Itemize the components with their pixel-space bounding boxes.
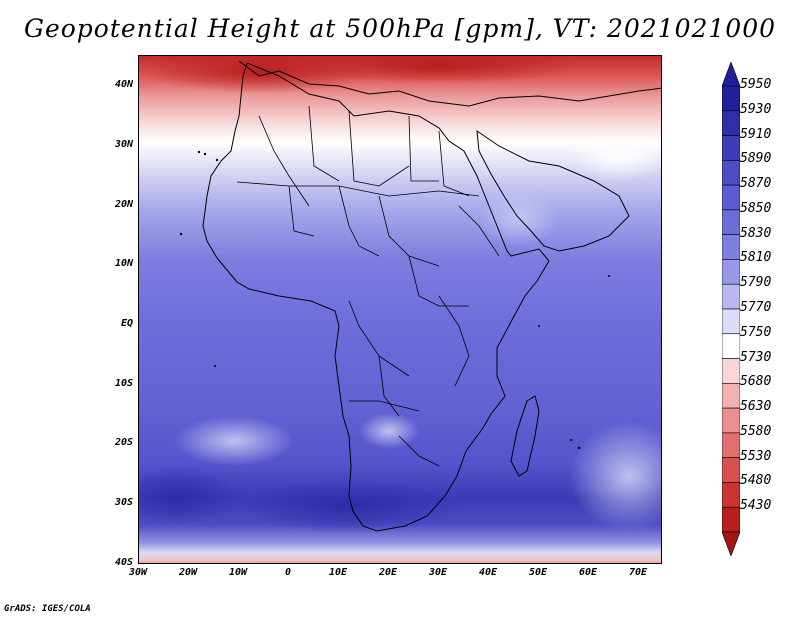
- colorbar-bottom-arrow: [722, 531, 740, 556]
- field-low-north: [299, 56, 579, 84]
- colorbar-level-label: 5950: [740, 77, 772, 92]
- colorbar-level-label: 5580: [740, 423, 772, 439]
- field-high-south-west: [139, 466, 239, 526]
- europe-coastline: [238, 60, 661, 107]
- field-atlantic-light: [174, 416, 294, 466]
- colorbar-swatch: [722, 110, 740, 136]
- colorbar-swatch: [722, 407, 740, 434]
- lat-tick-label: 20N: [114, 199, 133, 210]
- colorbar-top-arrow: [722, 62, 740, 87]
- colorbar-swatch: [722, 85, 740, 112]
- geopotential-map: [139, 56, 661, 563]
- lon-tick-label: 10W: [228, 567, 248, 578]
- colorbar-swatch: [722, 482, 740, 508]
- credit-text: GrADS: IGES/COLA: [4, 604, 91, 614]
- colorbar: [722, 62, 740, 556]
- colorbar-level-label: 5750: [740, 324, 772, 340]
- africa-coastline: [202, 62, 550, 532]
- colorbar-swatch: [722, 383, 740, 409]
- field-arabia-light: [479, 186, 559, 246]
- colorbar-swatch: [722, 234, 740, 260]
- lon-tick-label: 20E: [378, 567, 398, 578]
- lon-tick-label: 40E: [478, 567, 498, 578]
- lon-tick-label: 30E: [428, 567, 448, 578]
- lat-tick-label: 10S: [114, 378, 133, 389]
- colorbar-swatch: [722, 283, 740, 310]
- colorbar-level-label: 5810: [740, 250, 772, 266]
- lat-tick-label: 20S: [114, 437, 133, 448]
- country-borders: [236, 105, 500, 467]
- lat-tick-label: 40N: [114, 79, 133, 90]
- colorbar-swatch: [722, 184, 740, 211]
- lat-tick-label: 30S: [114, 497, 133, 508]
- colorbar-level-label: 5890: [740, 151, 772, 167]
- field-arabia-white: [569, 131, 661, 181]
- colorbar-swatch: [722, 358, 740, 384]
- colorbar-level-label: 5430: [740, 498, 772, 514]
- colorbar-level-label: 5930: [740, 101, 772, 117]
- colorbar-swatch: [722, 209, 740, 235]
- map-title: Geopotential Height at 500hPa [gpm], VT:…: [23, 14, 777, 43]
- islands: [179, 150, 610, 450]
- colorbar-swatch: [722, 259, 740, 285]
- lon-tick-label: 0: [284, 567, 292, 578]
- colorbar-level-label: 5480: [740, 473, 772, 489]
- colorbar-level-label: 5830: [740, 225, 772, 241]
- arabia-coastline: [476, 129, 630, 252]
- field-indian-ocean-light: [569, 421, 661, 531]
- colorbar-level-label: 5770: [740, 300, 772, 315]
- colorbar-swatch: [722, 160, 740, 186]
- colorbar-swatch: [722, 135, 740, 161]
- lon-tick-label: 20W: [178, 567, 198, 578]
- colorbar-level-label: 5630: [740, 399, 772, 415]
- field-high-south-atlantic: [239, 478, 459, 534]
- lat-tick-label: 40S: [114, 557, 133, 568]
- colorbar-level-label: 5730: [740, 349, 772, 365]
- field-kalahari-light: [359, 413, 419, 449]
- lon-tick-label: 10E: [328, 567, 348, 578]
- map-panel: [138, 55, 662, 564]
- colorbar-swatch: [722, 506, 740, 533]
- colorbar-swatch: [722, 432, 740, 458]
- colorbar-level-label: 5870: [740, 176, 772, 192]
- colorbar-level-label: 5790: [740, 275, 772, 291]
- lon-tick-label: 50E: [528, 567, 548, 578]
- lon-tick-label: 30W: [128, 567, 148, 578]
- colorbar-level-label: 5850: [740, 200, 772, 216]
- colorbar-swatch: [722, 333, 740, 359]
- colorbar-swatch: [722, 308, 740, 335]
- colorbar-level-label: 5910: [740, 126, 772, 142]
- coastlines: [202, 60, 661, 532]
- colorbar-level-label: 5680: [740, 374, 772, 390]
- lon-tick-label: 70E: [628, 567, 648, 578]
- colorbar-swatch: [722, 457, 740, 483]
- madagascar-coastline: [510, 395, 540, 477]
- lat-tick-label: 10N: [114, 258, 133, 269]
- lat-tick-label: EQ: [120, 318, 133, 329]
- lat-tick-label: 30N: [114, 139, 133, 150]
- lon-tick-label: 60E: [578, 567, 598, 578]
- colorbar-level-label: 5530: [740, 448, 772, 464]
